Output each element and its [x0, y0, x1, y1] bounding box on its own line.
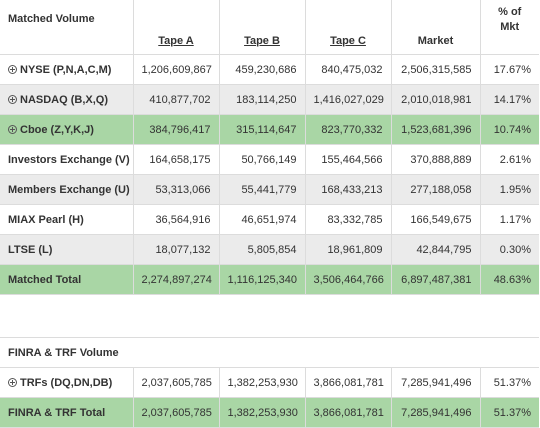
cell-tape-b: 50,766,149 [218, 144, 305, 175]
row-label: NASDAQ (B,X,Q) [20, 93, 108, 106]
cell-pct: 14.17% [479, 84, 539, 115]
cell-market: 7,285,941,496 [390, 397, 480, 428]
cell-pct: 51.37% [479, 397, 539, 428]
cell-tape-b: 1,116,125,340 [218, 264, 305, 295]
cell-tape-a: 2,037,605,785 [132, 367, 219, 398]
cell-tape-b: 46,651,974 [218, 204, 305, 235]
cell-tape-a: 18,077,132 [132, 234, 219, 265]
table-row-nasdaq[interactable]: NASDAQ (B,X,Q) 410,877,702 183,114,250 1… [0, 84, 539, 115]
row-label: Members Exchange (U) [0, 174, 133, 205]
cell-tape-c: 1,416,027,029 [304, 84, 391, 115]
row-label-cell[interactable]: NASDAQ (B,X,Q) [0, 84, 133, 115]
cell-tape-c: 3,506,464,766 [304, 264, 391, 295]
cell-tape-b: 55,441,779 [218, 174, 305, 205]
header-matched-volume: Matched Volume [0, 0, 133, 55]
cell-market: 277,188,058 [390, 174, 480, 205]
cell-tape-c: 168,433,213 [304, 174, 391, 205]
cell-market: 7,285,941,496 [390, 367, 480, 398]
header-tape-b[interactable]: Tape B [218, 0, 305, 55]
header-tape-a[interactable]: Tape A [132, 0, 219, 55]
cell-tape-c: 3,866,081,781 [304, 367, 391, 398]
cell-tape-b: 1,382,253,930 [218, 367, 305, 398]
row-label: Investors Exchange (V) [0, 144, 133, 175]
row-label-cell[interactable]: NYSE (P,N,A,C,M) [0, 54, 133, 85]
cell-tape-b: 459,230,686 [218, 54, 305, 85]
plus-circle-icon[interactable] [8, 94, 17, 104]
cell-market: 370,888,889 [390, 144, 480, 175]
cell-tape-c: 840,475,032 [304, 54, 391, 85]
cell-tape-c: 155,464,566 [304, 144, 391, 175]
cell-pct: 1.17% [479, 204, 539, 235]
row-label: Cboe (Z,Y,K,J) [20, 123, 94, 136]
cell-tape-a: 2,274,897,274 [132, 264, 219, 295]
cell-pct: 17.67% [479, 54, 539, 85]
cell-tape-a: 384,796,417 [132, 114, 219, 145]
cell-tape-a: 2,037,605,785 [132, 397, 219, 428]
cell-tape-c: 3,866,081,781 [304, 397, 391, 428]
plus-circle-icon[interactable] [8, 124, 17, 134]
finra-section-header: FINRA & TRF Volume [0, 337, 539, 368]
row-label: LTSE (L) [0, 234, 133, 265]
plus-circle-icon[interactable] [8, 64, 17, 74]
header-tape-b-label[interactable]: Tape B [244, 35, 280, 47]
header-market: Market [390, 0, 480, 55]
cell-tape-b: 5,805,854 [218, 234, 305, 265]
cell-tape-a: 53,313,066 [132, 174, 219, 205]
cell-pct: 2.61% [479, 144, 539, 175]
cell-pct: 10.74% [479, 114, 539, 145]
cell-market: 6,897,487,381 [390, 264, 480, 295]
section-spacer [0, 294, 539, 338]
cell-market: 2,506,315,585 [390, 54, 480, 85]
header-tape-c-label[interactable]: Tape C [330, 35, 366, 47]
cell-tape-c: 83,332,785 [304, 204, 391, 235]
table-row-cboe[interactable]: Cboe (Z,Y,K,J) 384,796,417 315,114,647 8… [0, 114, 539, 145]
row-label-cell[interactable]: Cboe (Z,Y,K,J) [0, 114, 133, 145]
table-row-ltse: LTSE (L) 18,077,132 5,805,854 18,961,809… [0, 234, 539, 265]
header-pct-line2: Mkt [500, 21, 520, 33]
cell-pct: 1.95% [479, 174, 539, 205]
row-label: TRFs (DQ,DN,DB) [20, 376, 113, 389]
row-label: MIAX Pearl (H) [0, 204, 133, 235]
cell-tape-b: 1,382,253,930 [218, 397, 305, 428]
table-header-row: Matched Volume Tape A Tape B Tape C Mark… [0, 0, 539, 55]
row-label: Matched Total [0, 264, 133, 295]
header-tape-c[interactable]: Tape C [304, 0, 391, 55]
row-label: NYSE (P,N,A,C,M) [20, 63, 112, 76]
cell-pct: 51.37% [479, 367, 539, 398]
table-row-miax-pearl: MIAX Pearl (H) 36,564,916 46,651,974 83,… [0, 204, 539, 235]
table-row-investors-exchange: Investors Exchange (V) 164,658,175 50,76… [0, 144, 539, 175]
cell-tape-a: 36,564,916 [132, 204, 219, 235]
table-row-finra-total: FINRA & TRF Total 2,037,605,785 1,382,25… [0, 397, 539, 428]
cell-tape-b: 315,114,647 [218, 114, 305, 145]
row-label-cell[interactable]: TRFs (DQ,DN,DB) [0, 367, 133, 398]
header-pct-line1: % of [498, 6, 522, 18]
plus-circle-icon[interactable] [8, 377, 17, 387]
cell-market: 2,010,018,981 [390, 84, 480, 115]
header-pct-of-mkt: % of Mkt [479, 0, 539, 55]
row-label: FINRA & TRF Total [0, 397, 133, 428]
cell-tape-a: 164,658,175 [132, 144, 219, 175]
cell-pct: 48.63% [479, 264, 539, 295]
cell-market: 1,523,681,396 [390, 114, 480, 145]
header-tape-a-label[interactable]: Tape A [158, 35, 194, 47]
table-row-trfs[interactable]: TRFs (DQ,DN,DB) 2,037,605,785 1,382,253,… [0, 367, 539, 398]
cell-tape-a: 1,206,609,867 [132, 54, 219, 85]
section-title: FINRA & TRF Volume [0, 337, 133, 368]
cell-market: 166,549,675 [390, 204, 480, 235]
table-row-matched-total: Matched Total 2,274,897,274 1,116,125,34… [0, 264, 539, 295]
cell-tape-c: 18,961,809 [304, 234, 391, 265]
cell-tape-c: 823,770,332 [304, 114, 391, 145]
table-row-nyse[interactable]: NYSE (P,N,A,C,M) 1,206,609,867 459,230,6… [0, 54, 539, 85]
cell-tape-a: 410,877,702 [132, 84, 219, 115]
cell-market: 42,844,795 [390, 234, 480, 265]
cell-pct: 0.30% [479, 234, 539, 265]
table-row-members-exchange: Members Exchange (U) 53,313,066 55,441,7… [0, 174, 539, 205]
cell-tape-b: 183,114,250 [218, 84, 305, 115]
